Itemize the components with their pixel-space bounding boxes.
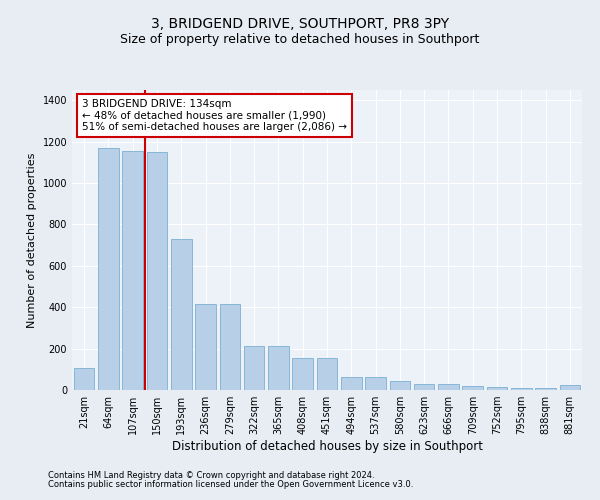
Bar [389, 380, 410, 390]
Text: Contains HM Land Registry data © Crown copyright and database right 2024.: Contains HM Land Registry data © Crown c… [48, 471, 374, 480]
Bar [98, 148, 119, 390]
Bar [122, 151, 143, 390]
Text: Size of property relative to detached houses in Southport: Size of property relative to detached ho… [121, 32, 479, 46]
Bar [365, 376, 386, 390]
Text: 3, BRIDGEND DRIVE, SOUTHPORT, PR8 3PY: 3, BRIDGEND DRIVE, SOUTHPORT, PR8 3PY [151, 18, 449, 32]
Bar [171, 239, 191, 390]
Bar [317, 358, 337, 390]
Text: Contains public sector information licensed under the Open Government Licence v3: Contains public sector information licen… [48, 480, 413, 489]
Bar [511, 388, 532, 390]
Bar [560, 385, 580, 390]
Bar [414, 384, 434, 390]
Bar [535, 388, 556, 390]
Bar [268, 346, 289, 390]
Bar [341, 376, 362, 390]
Text: 3 BRIDGEND DRIVE: 134sqm
← 48% of detached houses are smaller (1,990)
51% of sem: 3 BRIDGEND DRIVE: 134sqm ← 48% of detach… [82, 99, 347, 132]
Bar [146, 152, 167, 390]
Bar [292, 358, 313, 390]
Bar [220, 304, 240, 390]
Bar [74, 368, 94, 390]
Bar [438, 384, 459, 390]
Bar [195, 304, 216, 390]
Bar [463, 386, 483, 390]
Y-axis label: Number of detached properties: Number of detached properties [27, 152, 37, 328]
Bar [244, 346, 265, 390]
Bar [487, 387, 508, 390]
X-axis label: Distribution of detached houses by size in Southport: Distribution of detached houses by size … [172, 440, 482, 453]
